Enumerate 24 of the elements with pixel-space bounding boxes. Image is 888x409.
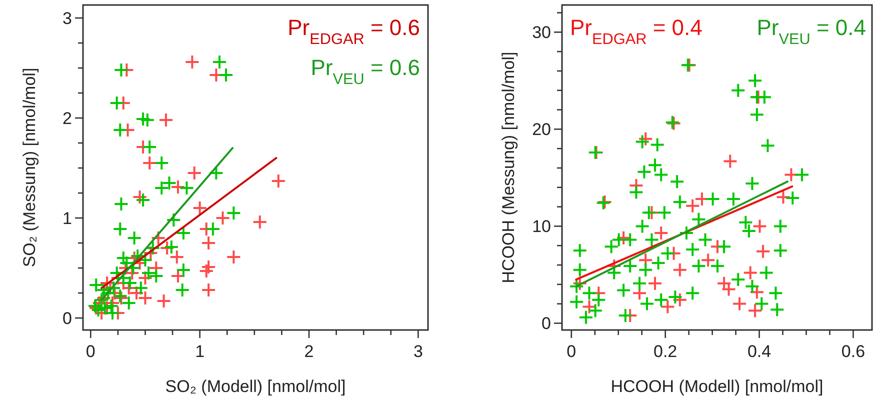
x-axis-title: HCOOH (Modell) [nmol/mol] [610,377,824,396]
y-tick-label: 3 [62,9,72,28]
x-tick-label: 0.2 [654,342,678,361]
x-tick-label: 0.6 [841,342,866,361]
annotation: Pr$_{VEU}$ = 0.4 [756,15,866,48]
y-axis-title: SO₂ (Messung) [nmol/mol] [20,68,39,268]
x-tick-label: 3 [413,342,423,361]
y-tick-label: 0 [542,314,551,334]
x-axis-title: SO₂ (Modell) [nmol/mol] [165,377,346,396]
y-tick-label: 2 [62,109,72,128]
annotation: Pr$_{EDGAR}$ = 0.4 [570,15,702,48]
y-tick-label: 20 [532,120,551,140]
x-tick-label: 1 [195,342,205,361]
annotation: Pr$_{EDGAR}$ = 0.6 [288,15,420,48]
y-tick-label: 30 [532,23,551,42]
x-tick-label: 0 [86,342,96,361]
y-tick-label: 10 [532,217,551,236]
annotation: Pr$_{VEU}$ = 0.6 [310,55,420,88]
x-tick-label: 0 [566,342,576,361]
y-tick-label: 1 [62,209,72,228]
x-tick-label: 0.4 [747,342,772,361]
x-tick-label: 2 [304,342,314,361]
y-axis-title: HCOOH (Messung) [nmol/mol] [499,52,518,284]
y-tick-label: 0 [62,309,72,328]
